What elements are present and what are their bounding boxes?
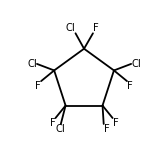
- Text: F: F: [93, 23, 99, 33]
- Text: Cl: Cl: [66, 23, 75, 33]
- Text: F: F: [35, 81, 41, 91]
- Text: F: F: [113, 118, 118, 128]
- Text: Cl: Cl: [56, 124, 66, 134]
- Text: Cl: Cl: [131, 59, 141, 69]
- Text: F: F: [50, 118, 55, 128]
- Text: F: F: [127, 81, 133, 91]
- Text: Cl: Cl: [27, 59, 37, 69]
- Text: F: F: [104, 124, 109, 134]
